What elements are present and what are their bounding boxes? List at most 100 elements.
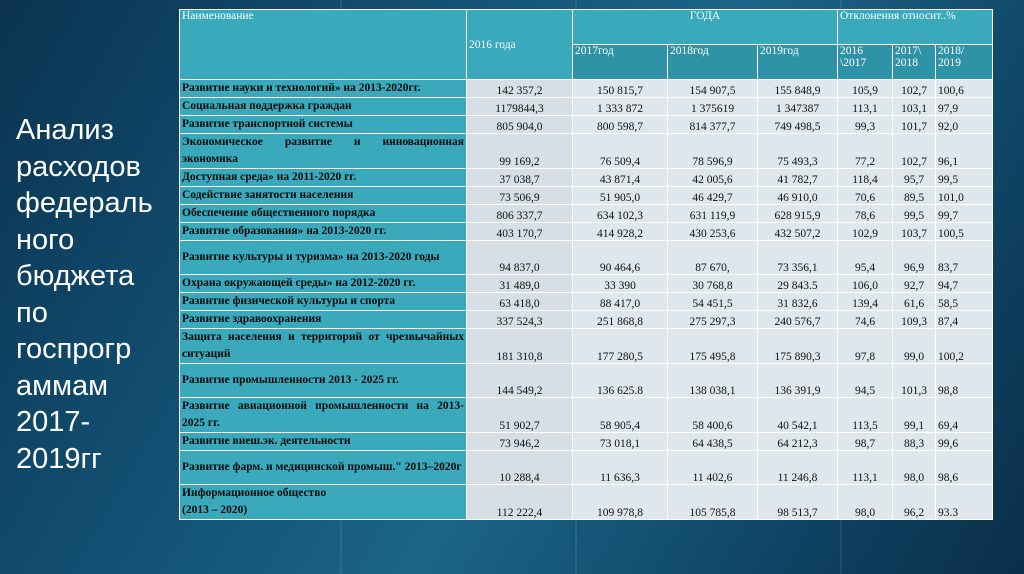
table-row: Обеспечение общественного порядка 806 337… — [179, 204, 993, 223]
header-year: 2019год — [757, 44, 838, 80]
program-name: Защита населения и территорий от чрезвыч… — [179, 328, 467, 364]
amount-cell: 634 102,3 — [572, 204, 668, 223]
amount-cell: 142 357,2 — [466, 79, 573, 98]
amount-cell: 1179844,3 — [466, 97, 573, 116]
deviation-cell: 99,1 — [892, 397, 936, 433]
program-name: Социальная поддержка граждан — [179, 97, 467, 116]
amount-cell: 58 400,6 — [667, 397, 758, 433]
amount-cell: 814 377,7 — [667, 115, 758, 134]
amount-cell: 87 670, — [667, 240, 758, 275]
amount-cell: 430 253,6 — [667, 222, 758, 241]
program-name: Развитие науки и технологий» на 2013-202… — [179, 79, 467, 98]
deviation-cell: 98,7 — [837, 432, 893, 451]
amount-cell: 109 978,8 — [572, 484, 668, 520]
deviation-cell: 89,5 — [892, 186, 936, 205]
program-name: Содействие занятости населения — [179, 186, 467, 205]
deviation-cell: 106,0 — [837, 274, 893, 293]
program-name: Охрана окружающей среды» на 2012-2020 гг… — [179, 274, 467, 293]
table-row: Развитие науки и технологий» на 2013-202… — [179, 79, 993, 98]
program-name: Доступная среда» на 2011-2020 гг. — [179, 168, 467, 187]
header-year: 2018год — [667, 44, 758, 80]
amount-cell: 800 598,7 — [572, 115, 668, 134]
amount-cell: 76 509,4 — [572, 133, 668, 169]
amount-cell: 10 288,4 — [466, 450, 573, 485]
amount-cell: 73 356,1 — [757, 240, 838, 275]
deviation-cell: 87,4 — [935, 310, 993, 329]
deviation-cell: 98,0 — [837, 484, 893, 520]
deviation-cell: 100,6 — [935, 79, 993, 98]
amount-cell: 98 513,7 — [757, 484, 838, 520]
deviation-cell: 96,9 — [892, 240, 936, 275]
deviation-cell: 101,3 — [892, 363, 936, 398]
deviation-cell: 102,7 — [892, 133, 936, 169]
table-row: Охрана окружающей среды» на 2012-2020 гг… — [179, 274, 993, 293]
amount-cell: 73 506,9 — [466, 186, 573, 205]
deviation-cell: 74,6 — [837, 310, 893, 329]
table-row: Экономическое развитие и инновационная э… — [179, 133, 993, 169]
amount-cell: 136 391,9 — [757, 363, 838, 398]
amount-cell: 31 832,6 — [757, 292, 838, 311]
table-row: Развитие физической культуры и спорта 63 … — [179, 292, 993, 311]
budget-table: Наименование 2016 года ГОДА Отклонения о… — [179, 9, 993, 520]
deviation-cell: 92,7 — [892, 274, 936, 293]
amount-cell: 337 524,3 — [466, 310, 573, 329]
amount-cell: 251 868,8 — [572, 310, 668, 329]
amount-cell: 432 507,2 — [757, 222, 838, 241]
amount-cell: 51 902,7 — [466, 397, 573, 433]
table-row: Развитие фарм. и медицинской промыш." 20… — [179, 450, 993, 485]
table-header: Наименование 2016 года ГОДА Отклонения о… — [179, 9, 993, 80]
amount-cell: 33 390 — [572, 274, 668, 293]
amount-cell: 94 837,0 — [466, 240, 573, 275]
amount-cell: 150 815,7 — [572, 79, 668, 98]
amount-cell: 30 768,8 — [667, 274, 758, 293]
amount-cell: 31 489,0 — [466, 274, 573, 293]
deviation-cell: 139,4 — [837, 292, 893, 311]
deviation-cell: 98,6 — [935, 450, 993, 485]
deviation-cell: 113,1 — [837, 450, 893, 485]
deviation-cell: 94,7 — [935, 274, 993, 293]
amount-cell: 11 636,3 — [572, 450, 668, 485]
program-name: Развитие внеш.эк. деятельности — [179, 432, 467, 451]
deviation-cell: 99,0 — [892, 328, 936, 364]
amount-cell: 144 549,2 — [466, 363, 573, 398]
amount-cell: 73 018,1 — [572, 432, 668, 451]
table-row: Развитие внеш.эк. деятельности 73 946,2 73… — [179, 432, 993, 451]
header-deviation-group: Отклонения относит..% — [837, 9, 993, 45]
amount-cell: 73 946,2 — [466, 432, 573, 451]
deviation-cell: 78,6 — [837, 204, 893, 223]
program-name: Развитие физической культуры и спорта — [179, 292, 467, 311]
amount-cell: 1 347387 — [757, 97, 838, 116]
amount-cell: 275 297,3 — [667, 310, 758, 329]
table-row: Развитие образования» на 2013-2020 гг. 40… — [179, 222, 993, 241]
table-row: Доступная среда» на 2011-2020 гг. 37 038,… — [179, 168, 993, 187]
deviation-cell: 101,0 — [935, 186, 993, 205]
amount-cell: 1 333 872 — [572, 97, 668, 116]
amount-cell: 136 625.8 — [572, 363, 668, 398]
deviation-cell: 70,6 — [837, 186, 893, 205]
deviation-cell: 77,2 — [837, 133, 893, 169]
deviation-cell: 95,4 — [837, 240, 893, 275]
deviation-cell: 101,7 — [892, 115, 936, 134]
deviation-cell: 69,4 — [935, 397, 993, 433]
amount-cell: 46 429,7 — [667, 186, 758, 205]
amount-cell: 29 843.5 — [757, 274, 838, 293]
header-year: 2017год — [572, 44, 668, 80]
amount-cell: 90 464,6 — [572, 240, 668, 275]
header-deviation: 2016 \2017 — [837, 44, 893, 80]
amount-cell: 51 905,0 — [572, 186, 668, 205]
amount-cell: 11 246,8 — [757, 450, 838, 485]
header-deviation: 2018/ 2019 — [935, 44, 993, 80]
deviation-cell: 94,5 — [837, 363, 893, 398]
amount-cell: 414 928,2 — [572, 222, 668, 241]
amount-cell: 155 848,9 — [757, 79, 838, 98]
amount-cell: 99 169,2 — [466, 133, 573, 169]
table-row: Защита населения и территорий от чрезвыч… — [179, 328, 993, 364]
program-name: Обеспечение общественного порядка — [179, 204, 467, 223]
deviation-cell: 103,1 — [892, 97, 936, 116]
deviation-cell: 113,1 — [837, 97, 893, 116]
deviation-cell: 97,8 — [837, 328, 893, 364]
amount-cell: 64 438,5 — [667, 432, 758, 451]
amount-cell: 175 495,8 — [667, 328, 758, 364]
table-row: Социальная поддержка граждан 1179844,3 1 3… — [179, 97, 993, 116]
deviation-cell: 96,1 — [935, 133, 993, 169]
